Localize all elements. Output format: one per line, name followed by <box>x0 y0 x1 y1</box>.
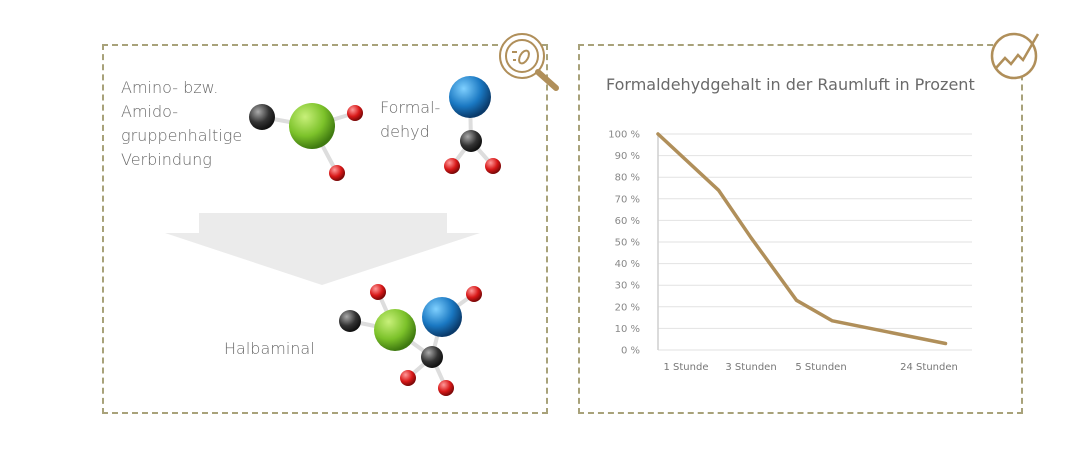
trend-chart-icon <box>990 32 1040 80</box>
label-line: Amido- <box>121 102 178 121</box>
y-tick-label: 50 % <box>615 238 640 249</box>
hemiaminal-molecule <box>339 284 482 396</box>
reactant1-label: Amino- bzw. Amido- gruppenhaltige Verbin… <box>121 76 242 172</box>
data-line <box>656 132 948 346</box>
label-line: Verbindung <box>121 150 212 169</box>
x-tick-label: 5 Stunden <box>795 362 846 373</box>
label-line: Formal- <box>380 98 441 117</box>
y-tick-label: 10 % <box>615 324 640 335</box>
label-line: gruppenhaltige <box>121 126 243 145</box>
formaldehyde-molecule <box>444 76 501 174</box>
x-tick-label: 3 Stunden <box>725 362 776 373</box>
chart-title: Formaldehydgehalt in der Raumluft in Pro… <box>606 75 975 94</box>
reactant2-label: Formal- dehyd <box>380 96 440 144</box>
y-tick-label: 20 % <box>615 302 640 313</box>
y-tick-label: 60 % <box>615 216 640 227</box>
y-tick-label: 40 % <box>615 259 640 270</box>
y-tick-label: 90 % <box>615 151 640 162</box>
amine-molecule <box>249 103 363 181</box>
y-tick-label: 0 % <box>621 346 640 357</box>
line-chart: 0 % 10 % 20 % 30 % 40 % 50 % 60 % 70 % 80 % 90 % 1… <box>608 130 972 373</box>
chart-panel <box>578 44 1023 414</box>
y-tick-label: 100 % <box>608 130 640 141</box>
x-tick-label: 1 Stunde <box>664 362 709 373</box>
magnifier-bacteria-icon <box>499 33 559 91</box>
reaction-arrow <box>165 213 480 285</box>
label-line: Amino- bzw. <box>121 78 219 97</box>
y-tick-label: 80 % <box>615 173 640 184</box>
reaction-panel <box>102 44 548 414</box>
y-tick-label: 70 % <box>615 194 640 205</box>
product-label: Halbaminal <box>224 339 315 358</box>
y-tick-label: 30 % <box>615 281 640 292</box>
label-line: dehyd <box>380 122 430 141</box>
x-tick-label: 24 Stunden <box>900 362 958 373</box>
